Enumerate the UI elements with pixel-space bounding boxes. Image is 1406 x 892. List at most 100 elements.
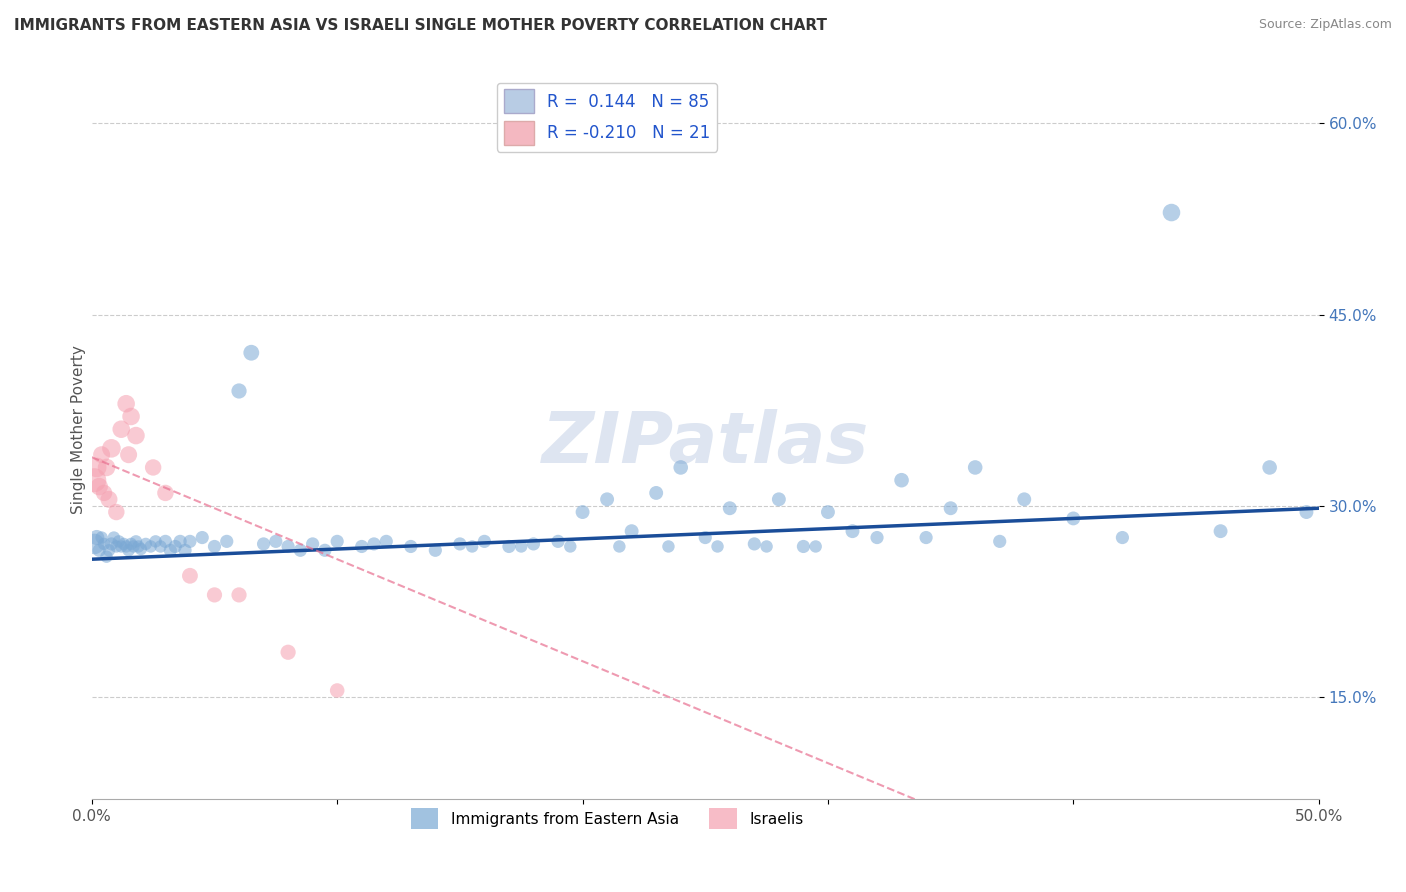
- Point: [571, 505, 593, 519]
- Point: [112, 537, 135, 551]
- Point: [169, 534, 191, 549]
- Point: [125, 534, 148, 549]
- Point: [90, 531, 112, 545]
- Point: [461, 540, 484, 554]
- Point: [560, 540, 582, 554]
- Point: [115, 540, 138, 554]
- Point: [122, 540, 145, 554]
- Text: Source: ZipAtlas.com: Source: ZipAtlas.com: [1258, 18, 1392, 31]
- Point: [939, 501, 962, 516]
- Point: [277, 645, 299, 659]
- Point: [657, 540, 679, 554]
- Text: IMMIGRANTS FROM EASTERN ASIA VS ISRAELI SINGLE MOTHER POVERTY CORRELATION CHART: IMMIGRANTS FROM EASTERN ASIA VS ISRAELI …: [14, 18, 827, 33]
- Point: [103, 531, 125, 545]
- Point: [326, 534, 349, 549]
- Point: [159, 543, 181, 558]
- Point: [215, 534, 238, 549]
- Point: [669, 460, 692, 475]
- Point: [105, 505, 128, 519]
- Point: [399, 540, 422, 554]
- Point: [866, 531, 889, 545]
- Point: [93, 537, 115, 551]
- Point: [363, 537, 385, 551]
- Point: [375, 534, 398, 549]
- Point: [498, 540, 520, 554]
- Point: [988, 534, 1011, 549]
- Point: [204, 588, 226, 602]
- Point: [100, 537, 122, 551]
- Point: [145, 534, 167, 549]
- Point: [115, 397, 138, 411]
- Legend: Immigrants from Eastern Asia, Israelis: Immigrants from Eastern Asia, Israelis: [405, 802, 810, 836]
- Point: [98, 543, 121, 558]
- Point: [179, 534, 201, 549]
- Point: [326, 683, 349, 698]
- Point: [314, 543, 336, 558]
- Point: [155, 486, 177, 500]
- Point: [350, 540, 373, 554]
- Point: [142, 460, 165, 475]
- Point: [744, 537, 766, 551]
- Point: [117, 448, 139, 462]
- Point: [96, 549, 118, 564]
- Point: [915, 531, 938, 545]
- Point: [96, 460, 118, 475]
- Point: [755, 540, 778, 554]
- Point: [149, 540, 172, 554]
- Point: [228, 588, 250, 602]
- Point: [135, 537, 157, 551]
- Point: [110, 422, 132, 436]
- Point: [841, 524, 863, 538]
- Point: [120, 537, 142, 551]
- Point: [706, 540, 728, 554]
- Point: [252, 537, 274, 551]
- Y-axis label: Single Mother Poverty: Single Mother Poverty: [72, 345, 86, 514]
- Point: [1209, 524, 1232, 538]
- Point: [965, 460, 987, 475]
- Point: [804, 540, 827, 554]
- Point: [191, 531, 214, 545]
- Point: [89, 543, 111, 558]
- Point: [174, 543, 197, 558]
- Point: [596, 492, 619, 507]
- Point: [301, 537, 323, 551]
- Point: [93, 486, 115, 500]
- Point: [83, 473, 105, 487]
- Point: [105, 540, 128, 554]
- Point: [86, 531, 108, 545]
- Point: [645, 486, 668, 500]
- Point: [155, 534, 177, 549]
- Point: [290, 543, 312, 558]
- Point: [90, 448, 112, 462]
- Point: [474, 534, 496, 549]
- Point: [1062, 511, 1084, 525]
- Point: [1111, 531, 1133, 545]
- Point: [718, 501, 741, 516]
- Point: [277, 540, 299, 554]
- Point: [127, 540, 149, 554]
- Point: [110, 540, 132, 554]
- Point: [204, 540, 226, 554]
- Point: [83, 537, 105, 551]
- Point: [129, 541, 152, 556]
- Point: [890, 473, 912, 487]
- Point: [240, 345, 263, 359]
- Point: [449, 537, 471, 551]
- Point: [228, 384, 250, 398]
- Point: [120, 409, 142, 424]
- Point: [1295, 505, 1317, 519]
- Point: [125, 428, 148, 442]
- Point: [792, 540, 814, 554]
- Point: [1160, 205, 1182, 219]
- Point: [179, 568, 201, 582]
- Point: [609, 540, 631, 554]
- Point: [425, 543, 447, 558]
- Point: [165, 540, 187, 554]
- Point: [98, 492, 121, 507]
- Point: [139, 540, 162, 554]
- Point: [86, 460, 108, 475]
- Point: [695, 531, 717, 545]
- Point: [264, 534, 287, 549]
- Text: ZIPatlas: ZIPatlas: [541, 409, 869, 478]
- Point: [1012, 492, 1035, 507]
